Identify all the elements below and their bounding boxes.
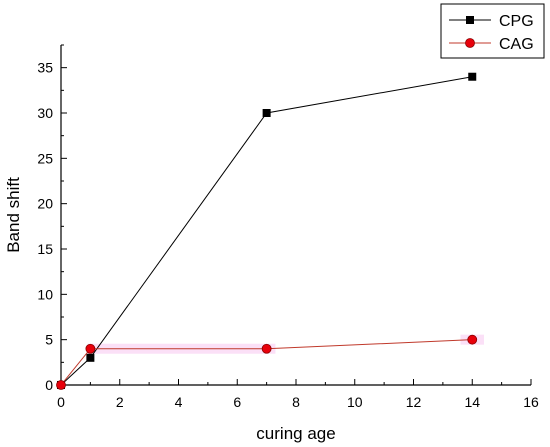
x-tick-label-10: 10: [347, 394, 363, 410]
y-tick-label-25: 25: [37, 150, 53, 166]
x-tick-label-8: 8: [292, 394, 300, 410]
y-tick-label-5: 5: [45, 332, 53, 348]
x-tick-label-2: 2: [116, 394, 124, 410]
series-cag-point: [56, 380, 66, 390]
series-cag-line: [60, 339, 473, 386]
legend-cag-label: CAG: [499, 36, 534, 53]
y-tick-label-30: 30: [37, 105, 53, 121]
y-axis-label: Band shift: [4, 177, 23, 253]
series-cpg-point: [86, 353, 95, 362]
legend-cpg-marker: [466, 16, 474, 24]
tick-marks: [60, 44, 532, 386]
x-tick-label-0: 0: [57, 394, 65, 410]
y-tick-label-0: 0: [45, 377, 53, 393]
cag-highlight-band: [87, 334, 484, 354]
series-cag: [56, 334, 478, 390]
legend: CPG CAG: [440, 3, 545, 59]
tick-labels: 0 2 4 6 8 10 12 14 16 0 5 10 15 20 25 30 35: [37, 60, 539, 410]
series-cpg-point: [468, 72, 477, 81]
axes: [60, 45, 531, 386]
y-tick-label-35: 35: [37, 60, 53, 76]
series-cpg-point: [262, 109, 271, 117]
x-tick-label-4: 4: [175, 394, 183, 410]
x-tick-label-16: 16: [523, 394, 539, 410]
x-tick-label-12: 12: [406, 394, 422, 410]
x-axis-label: curing age: [256, 424, 335, 443]
y-tick-label-20: 20: [37, 196, 53, 212]
series-cag-point: [261, 343, 272, 354]
series-cpg-line: [60, 76, 473, 386]
series-cag-point: [85, 343, 96, 354]
series-cpg: [57, 72, 477, 389]
series-cag-point: [467, 334, 478, 345]
series-layer: [56, 72, 478, 390]
y-tick-label-15: 15: [37, 241, 53, 257]
y-tick-label-10: 10: [37, 286, 53, 302]
legend-cpg-label: CPG: [499, 13, 534, 30]
legend-box: [440, 3, 545, 59]
x-tick-label-6: 6: [233, 394, 241, 410]
legend-cag-marker: [465, 38, 475, 48]
x-tick-label-14: 14: [464, 394, 480, 410]
